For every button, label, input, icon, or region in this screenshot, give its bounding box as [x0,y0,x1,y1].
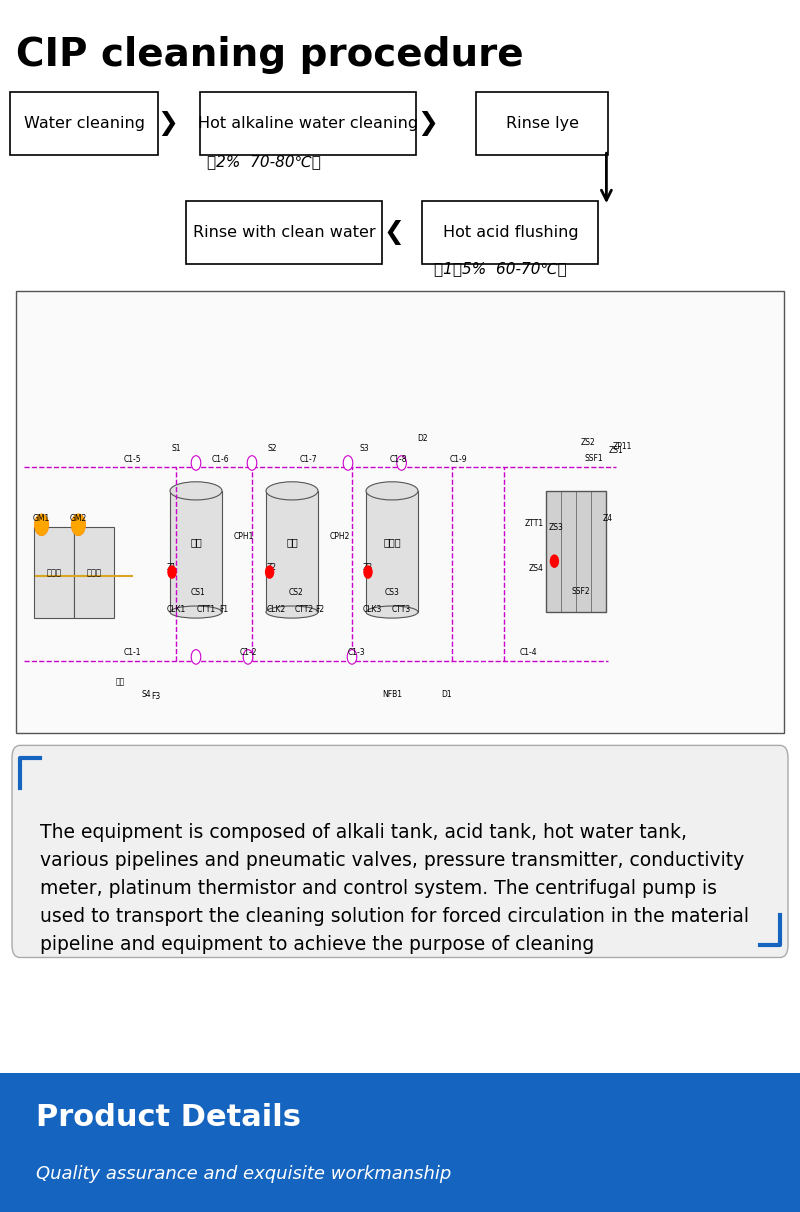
Text: CPH2: CPH2 [330,532,350,542]
Text: CIP cleaning procedure: CIP cleaning procedure [16,35,524,74]
FancyBboxPatch shape [10,92,158,155]
Text: CS1: CS1 [191,588,206,598]
Text: C1-1: C1-1 [123,647,141,657]
Bar [366,491,418,612]
Text: SSF1: SSF1 [584,453,603,463]
Bar [74,527,114,618]
Circle shape [168,566,176,578]
Circle shape [243,650,253,664]
Text: ZTT1: ZTT1 [525,519,544,528]
FancyBboxPatch shape [477,92,609,155]
Text: C1-6: C1-6 [211,454,229,464]
Ellipse shape [366,606,418,618]
Circle shape [364,566,372,578]
Bar [16,291,784,733]
Text: C1-7: C1-7 [299,454,317,464]
Text: CS3: CS3 [385,588,399,598]
Ellipse shape [366,481,418,499]
Text: 流碱罐: 流碱罐 [47,568,62,578]
Text: 流酸罐: 流酸罐 [87,568,102,578]
Text: D1: D1 [441,690,452,699]
Text: 热水罐: 热水罐 [383,537,401,547]
Text: S3: S3 [359,444,369,453]
Circle shape [397,456,406,470]
Text: C1-4: C1-4 [519,647,537,657]
Text: SSF2: SSF2 [571,587,590,596]
FancyBboxPatch shape [422,201,598,264]
Text: C1-9: C1-9 [450,454,467,464]
Text: CS2: CS2 [289,588,303,598]
Bar [170,491,222,612]
Circle shape [71,514,86,536]
Text: Rinse with clean water: Rinse with clean water [193,225,375,240]
Text: Quality assurance and exquisite workmanship: Quality assurance and exquisite workmans… [36,1166,451,1183]
Text: ❯: ❯ [158,112,178,136]
Text: C1-2: C1-2 [239,647,257,657]
Text: ❯: ❯ [418,112,438,136]
Text: GM1: GM1 [33,514,50,524]
Text: ZS4: ZS4 [529,564,543,573]
Circle shape [191,456,201,470]
Text: ZS3: ZS3 [549,522,563,532]
Ellipse shape [170,481,222,499]
Bar [0,1073,800,1212]
Bar [546,491,606,612]
Text: Hot acid flushing: Hot acid flushing [442,225,578,240]
Text: Z1: Z1 [167,562,177,572]
Text: S4: S4 [142,690,151,699]
Text: F1: F1 [219,605,229,614]
Text: Hot alkaline water cleaning: Hot alkaline water cleaning [198,116,418,131]
Text: CTT1: CTT1 [197,605,216,614]
Text: CLK2: CLK2 [266,605,286,614]
Text: CTT3: CTT3 [392,605,411,614]
Text: C1-3: C1-3 [347,647,365,657]
Circle shape [247,456,257,470]
Text: ZS2: ZS2 [581,438,595,447]
Text: 碱罐: 碱罐 [286,537,298,547]
Text: Z4: Z4 [603,514,613,524]
Text: F2: F2 [315,605,325,614]
Text: Rinse lye: Rinse lye [506,116,579,131]
Text: Z3: Z3 [363,562,373,572]
Text: The equipment is composed of alkali tank, acid tank, hot water tank,
various pip: The equipment is composed of alkali tank… [40,823,749,954]
Text: Product Details: Product Details [36,1103,301,1132]
Ellipse shape [170,606,222,618]
Bar [266,491,318,612]
FancyBboxPatch shape [200,92,416,155]
Text: ❮: ❮ [384,221,405,245]
Text: S1: S1 [171,444,181,453]
Bar [34,527,74,618]
Text: （1．5%  60-70℃）: （1．5% 60-70℃） [434,262,566,276]
Circle shape [266,566,274,578]
Circle shape [34,514,49,536]
Text: ZP11: ZP11 [613,441,632,451]
FancyBboxPatch shape [12,745,788,957]
FancyBboxPatch shape [186,201,382,264]
Text: ZS1: ZS1 [609,446,623,456]
Text: CLK3: CLK3 [362,605,382,614]
Text: C1-5: C1-5 [123,454,141,464]
Text: C1-8: C1-8 [390,454,407,464]
Text: （2%  70-80℃）: （2% 70-80℃） [207,154,321,168]
Text: 排污: 排污 [115,678,125,687]
Text: CPH1: CPH1 [234,532,254,542]
Text: F3: F3 [151,692,161,702]
Circle shape [191,650,201,664]
Text: S2: S2 [267,444,277,453]
Ellipse shape [266,481,318,499]
Circle shape [550,555,558,567]
Text: CTT2: CTT2 [294,605,314,614]
Circle shape [347,650,357,664]
Text: D2: D2 [417,434,428,444]
Ellipse shape [266,606,318,618]
Circle shape [343,456,353,470]
Text: Water cleaning: Water cleaning [23,116,145,131]
Text: NFB1: NFB1 [382,690,402,699]
Text: 酸罐: 酸罐 [190,537,202,547]
Text: Z2: Z2 [267,562,277,572]
Text: CLK1: CLK1 [166,605,186,614]
Text: GM2: GM2 [70,514,87,524]
